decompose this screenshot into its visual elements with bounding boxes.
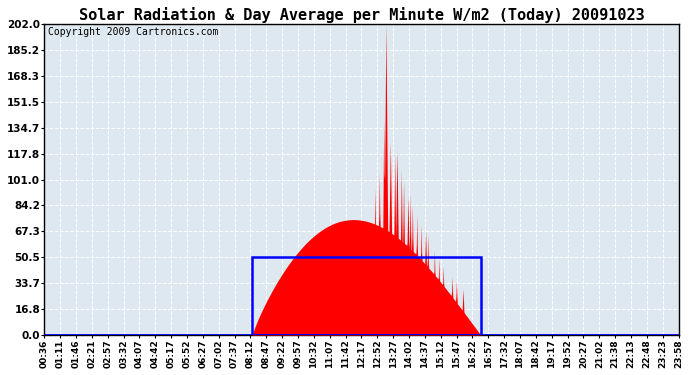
Title: Solar Radiation & Day Average per Minute W/m2 (Today) 20091023: Solar Radiation & Day Average per Minute… (79, 7, 644, 23)
Bar (253, 257, 481, 335)
Text: Copyright 2009 Cartronics.com: Copyright 2009 Cartronics.com (48, 27, 218, 37)
